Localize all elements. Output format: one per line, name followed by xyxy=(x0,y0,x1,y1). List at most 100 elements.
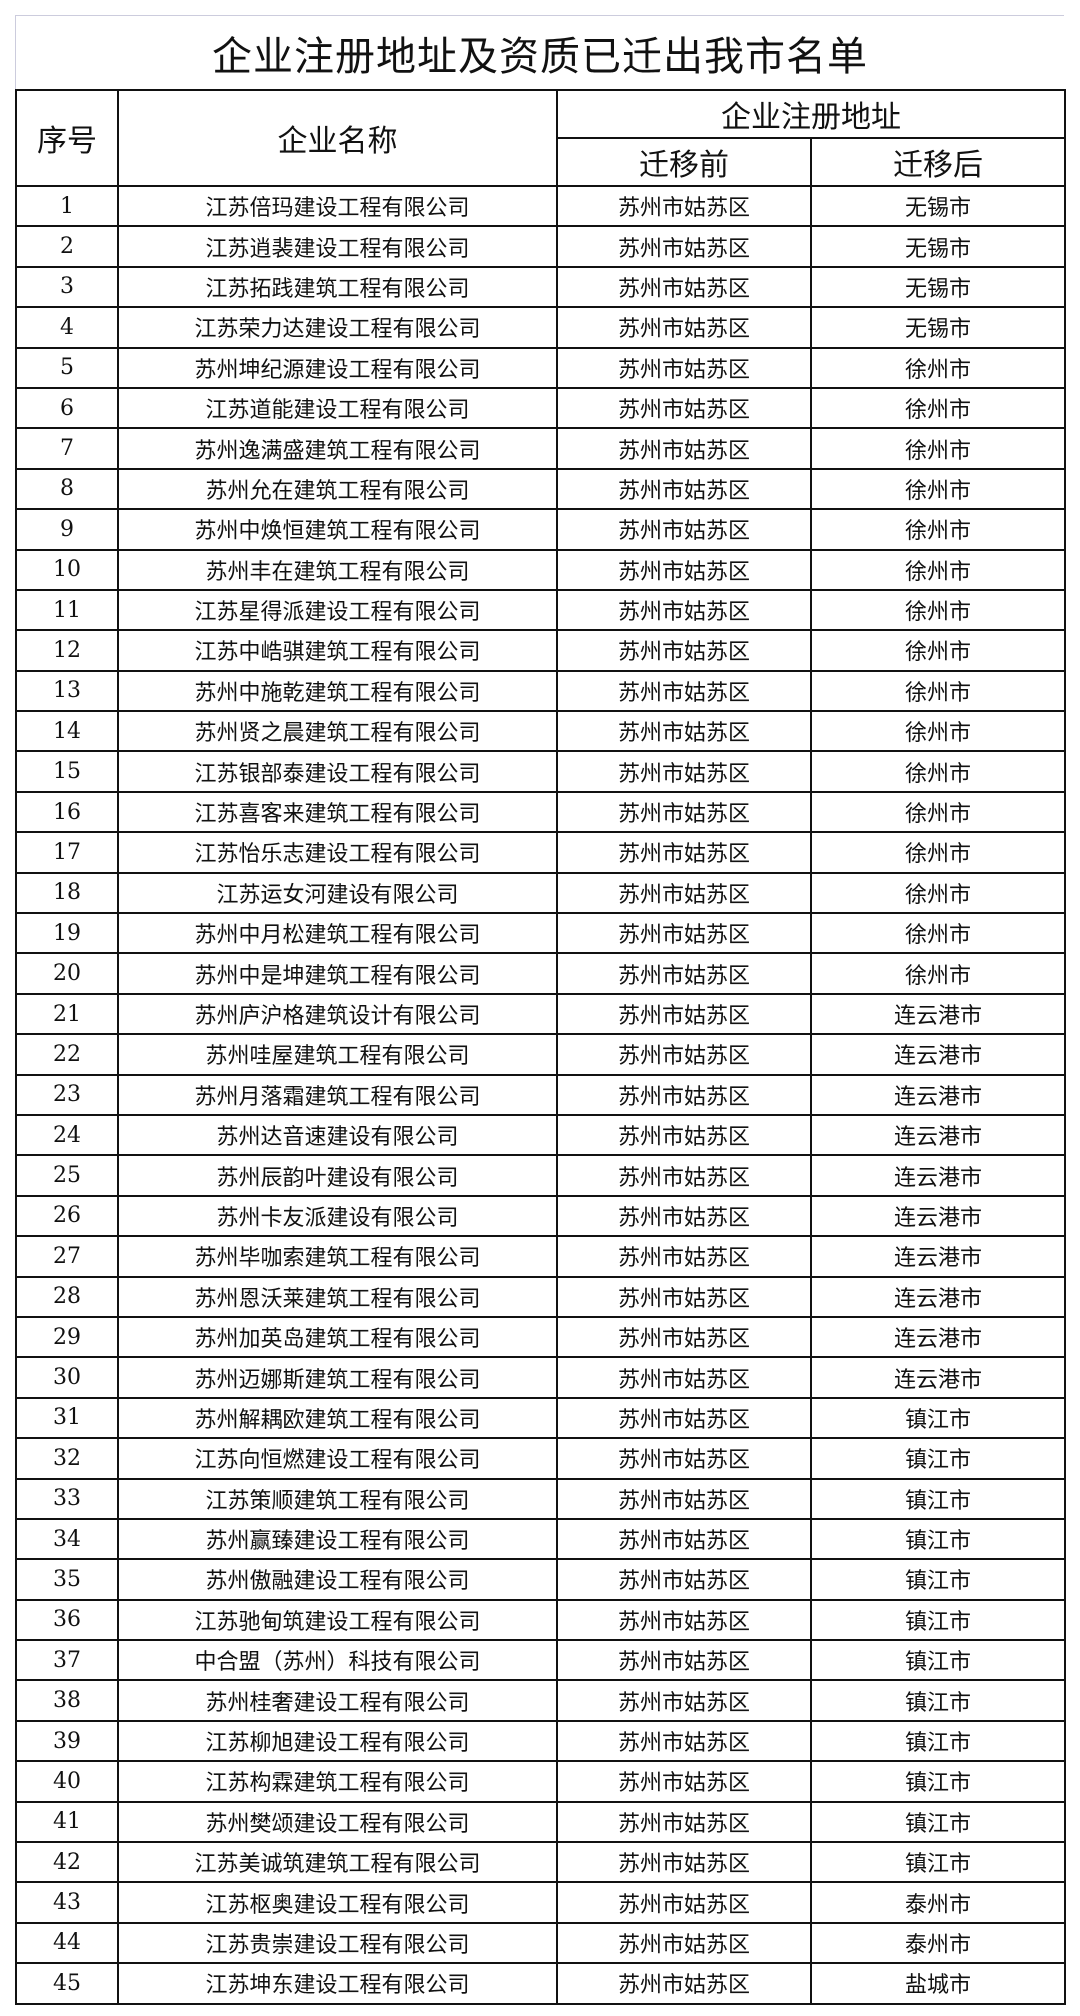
cell-before-move: 苏州市姑苏区 xyxy=(556,1356,812,1399)
cell-company-name: 苏州赢臻建设工程有限公司 xyxy=(117,1517,558,1561)
cell-no: 2 xyxy=(15,225,119,268)
cell-after-move: 徐州市 xyxy=(810,548,1066,591)
cell-before-move: 苏州市姑苏区 xyxy=(556,386,812,430)
cell-no: 23 xyxy=(15,1073,119,1116)
cell-after-move: 连云港市 xyxy=(810,992,1066,1036)
cell-before-move: 苏州市姑苏区 xyxy=(556,1194,812,1238)
cell-no: 36 xyxy=(15,1598,119,1642)
cell-company-name: 江苏驰甸筑建设工程有限公司 xyxy=(117,1598,558,1642)
cell-after-move: 徐州市 xyxy=(810,386,1066,430)
cell-before-move: 苏州市姑苏区 xyxy=(556,346,812,389)
cell-before-move: 苏州市姑苏区 xyxy=(556,306,812,349)
cell-no: 11 xyxy=(15,588,119,632)
cell-company-name: 江苏拓践建筑工程有限公司 xyxy=(117,265,558,309)
cell-after-move: 连云港市 xyxy=(810,1033,1066,1076)
cell-after-move: 徐州市 xyxy=(810,831,1066,874)
cell-after-move: 泰州市 xyxy=(810,1881,1066,1924)
cell-no: 12 xyxy=(15,629,119,672)
cell-no: 33 xyxy=(15,1477,119,1520)
cell-before-move: 苏州市姑苏区 xyxy=(556,1073,812,1116)
cell-no: 39 xyxy=(15,1719,119,1763)
cell-after-move: 徐州市 xyxy=(810,710,1066,753)
cell-company-name: 苏州樊颂建设工程有限公司 xyxy=(117,1800,558,1844)
cell-company-name: 苏州桂奢建设工程有限公司 xyxy=(117,1679,558,1722)
cell-no: 17 xyxy=(15,831,119,874)
cell-company-name: 江苏怡乐志建设工程有限公司 xyxy=(117,831,558,874)
table-row: 43 江苏枢奥建设工程有限公司 苏州市姑苏区 泰州市 xyxy=(15,1881,1066,1924)
table-row: 30 苏州迈娜斯建筑工程有限公司 苏州市姑苏区 连云港市 xyxy=(15,1356,1066,1399)
cell-before-move: 苏州市姑苏区 xyxy=(556,1396,812,1440)
table-row: 45 江苏坤东建设工程有限公司 苏州市姑苏区 盐城市 xyxy=(15,1962,1066,2005)
cell-after-move: 徐州市 xyxy=(810,952,1066,995)
cell-before-move: 苏州市姑苏区 xyxy=(556,1437,812,1480)
cell-after-move: 镇江市 xyxy=(810,1477,1066,1520)
cell-after-move: 徐州市 xyxy=(810,750,1066,793)
table-row: 17 江苏怡乐志建设工程有限公司 苏州市姑苏区 徐州市 xyxy=(15,831,1066,874)
header-company-name: 企业名称 xyxy=(117,89,558,187)
cell-before-move: 苏州市姑苏区 xyxy=(556,912,812,955)
cell-company-name: 江苏坤东建设工程有限公司 xyxy=(117,1962,558,2005)
cell-company-name: 苏州中月松建筑工程有限公司 xyxy=(117,912,558,955)
cell-after-move: 徐州市 xyxy=(810,669,1066,713)
cell-no: 24 xyxy=(15,1113,119,1157)
cell-after-move: 连云港市 xyxy=(810,1073,1066,1116)
cell-after-move: 徐州市 xyxy=(810,508,1066,551)
cell-before-move: 苏州市姑苏区 xyxy=(556,588,812,632)
cell-before-move: 苏州市姑苏区 xyxy=(556,184,812,228)
cell-company-name: 苏州中施乾建筑工程有限公司 xyxy=(117,669,558,713)
cell-before-move: 苏州市姑苏区 xyxy=(556,629,812,672)
cell-after-move: 连云港市 xyxy=(810,1275,1066,1318)
table-row: 21 苏州庐沪格建筑设计有限公司 苏州市姑苏区 连云港市 xyxy=(15,992,1066,1036)
cell-company-name: 苏州中是坤建筑工程有限公司 xyxy=(117,952,558,995)
cell-no: 29 xyxy=(15,1315,119,1359)
cell-no: 34 xyxy=(15,1517,119,1561)
cell-no: 28 xyxy=(15,1275,119,1318)
header-after-move: 迁移后 xyxy=(810,137,1066,187)
cell-company-name: 苏州恩沃莱建筑工程有限公司 xyxy=(117,1275,558,1318)
company-table: 序号 企业名称 企业注册地址 迁移前 迁移后 1 江苏倍玛建设工程有限公司 苏州市姑… xyxy=(15,89,1066,2005)
cell-before-move: 苏州市姑苏区 xyxy=(556,952,812,995)
cell-no: 19 xyxy=(15,912,119,955)
cell-before-move: 苏州市姑苏区 xyxy=(556,992,812,1036)
cell-no: 6 xyxy=(15,386,119,430)
table-row: 22 苏州哇屋建筑工程有限公司 苏州市姑苏区 连云港市 xyxy=(15,1033,1066,1076)
cell-after-move: 镇江市 xyxy=(810,1719,1066,1763)
cell-before-move: 苏州市姑苏区 xyxy=(556,467,812,511)
cell-no: 14 xyxy=(15,710,119,753)
cell-no: 45 xyxy=(15,1962,119,2005)
cell-after-move: 泰州市 xyxy=(810,1921,1066,1965)
cell-before-move: 苏州市姑苏区 xyxy=(556,1679,812,1722)
table-row: 32 江苏向恒燃建设工程有限公司 苏州市姑苏区 镇江市 xyxy=(15,1437,1066,1480)
cell-company-name: 苏州月落霜建筑工程有限公司 xyxy=(117,1073,558,1116)
table-row: 11 江苏星得派建设工程有限公司 苏州市姑苏区 徐州市 xyxy=(15,588,1066,632)
table-row: 3 江苏拓践建筑工程有限公司 苏州市姑苏区 无锡市 xyxy=(15,265,1066,309)
table-row: 35 苏州傲融建设工程有限公司 苏州市姑苏区 镇江市 xyxy=(15,1558,1066,1601)
cell-after-move: 连云港市 xyxy=(810,1154,1066,1197)
cell-after-move: 镇江市 xyxy=(810,1437,1066,1480)
table-row: 23 苏州月落霜建筑工程有限公司 苏州市姑苏区 连云港市 xyxy=(15,1073,1066,1116)
cell-no: 35 xyxy=(15,1558,119,1601)
cell-after-move: 镇江市 xyxy=(810,1396,1066,1440)
cell-company-name: 江苏柳旭建设工程有限公司 xyxy=(117,1719,558,1763)
page-title: 企业注册地址及资质已迁出我市名单 xyxy=(15,15,1064,89)
document-sheet: 企业注册地址及资质已迁出我市名单 序号 企业名称 企业注册地址 迁移前 迁移后 … xyxy=(15,15,1066,2005)
cell-company-name: 江苏倍玛建设工程有限公司 xyxy=(117,184,558,228)
cell-before-move: 苏州市姑苏区 xyxy=(556,710,812,753)
cell-company-name: 江苏荣力达建设工程有限公司 xyxy=(117,306,558,349)
cell-before-move: 苏州市姑苏区 xyxy=(556,225,812,268)
cell-before-move: 苏州市姑苏区 xyxy=(556,669,812,713)
cell-company-name: 江苏中峼骐建筑工程有限公司 xyxy=(117,629,558,672)
cell-no: 40 xyxy=(15,1760,119,1803)
cell-company-name: 苏州达音速建设有限公司 xyxy=(117,1113,558,1157)
cell-after-move: 镇江市 xyxy=(810,1598,1066,1642)
cell-after-move: 徐州市 xyxy=(810,427,1066,470)
cell-company-name: 苏州哇屋建筑工程有限公司 xyxy=(117,1033,558,1076)
cell-before-move: 苏州市姑苏区 xyxy=(556,1517,812,1561)
cell-no: 9 xyxy=(15,508,119,551)
header-registered-address: 企业注册地址 xyxy=(556,89,1066,139)
table-row: 2 江苏逍裴建设工程有限公司 苏州市姑苏区 无锡市 xyxy=(15,225,1066,268)
table-row: 15 江苏银部泰建设工程有限公司 苏州市姑苏区 徐州市 xyxy=(15,750,1066,793)
cell-company-name: 苏州解耦欧建筑工程有限公司 xyxy=(117,1396,558,1440)
cell-company-name: 苏州贤之晨建筑工程有限公司 xyxy=(117,710,558,753)
cell-no: 8 xyxy=(15,467,119,511)
